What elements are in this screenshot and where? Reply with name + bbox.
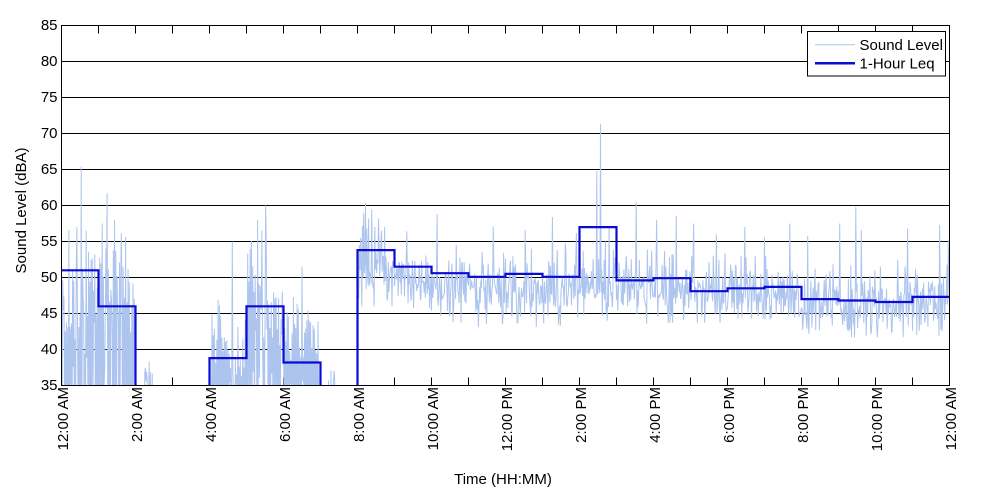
svg-text:50: 50 bbox=[41, 269, 58, 286]
svg-text:75: 75 bbox=[41, 89, 58, 106]
svg-text:12:00 PM: 12:00 PM bbox=[499, 387, 516, 451]
svg-text:6:00 PM: 6:00 PM bbox=[721, 387, 738, 443]
svg-text:Sound Level (dBA): Sound Level (dBA) bbox=[13, 148, 30, 274]
svg-text:Sound Level: Sound Level bbox=[860, 37, 943, 54]
svg-text:55: 55 bbox=[41, 233, 58, 250]
svg-text:6:00 AM: 6:00 AM bbox=[277, 387, 294, 442]
svg-text:45: 45 bbox=[41, 305, 58, 322]
svg-text:8:00 AM: 8:00 AM bbox=[351, 387, 368, 442]
svg-text:60: 60 bbox=[41, 197, 58, 214]
svg-text:70: 70 bbox=[41, 125, 58, 142]
svg-text:10:00 PM: 10:00 PM bbox=[869, 387, 886, 451]
svg-text:10:00 AM: 10:00 AM bbox=[425, 387, 442, 450]
svg-text:8:00 PM: 8:00 PM bbox=[795, 387, 812, 443]
svg-text:85: 85 bbox=[41, 17, 58, 34]
svg-text:35: 35 bbox=[41, 377, 58, 394]
svg-text:2:00 PM: 2:00 PM bbox=[573, 387, 590, 443]
svg-text:40: 40 bbox=[41, 341, 58, 358]
svg-text:65: 65 bbox=[41, 161, 58, 178]
svg-text:12:00 AM: 12:00 AM bbox=[55, 387, 72, 450]
svg-text:2:00 AM: 2:00 AM bbox=[129, 387, 146, 442]
svg-text:12:00 AM: 12:00 AM bbox=[943, 387, 960, 450]
svg-text:80: 80 bbox=[41, 53, 58, 70]
svg-text:4:00 PM: 4:00 PM bbox=[647, 387, 664, 443]
svg-text:Time (HH:MM): Time (HH:MM) bbox=[454, 471, 552, 488]
svg-text:4:00 AM: 4:00 AM bbox=[203, 387, 220, 442]
svg-text:1-Hour Leq: 1-Hour Leq bbox=[860, 55, 935, 72]
